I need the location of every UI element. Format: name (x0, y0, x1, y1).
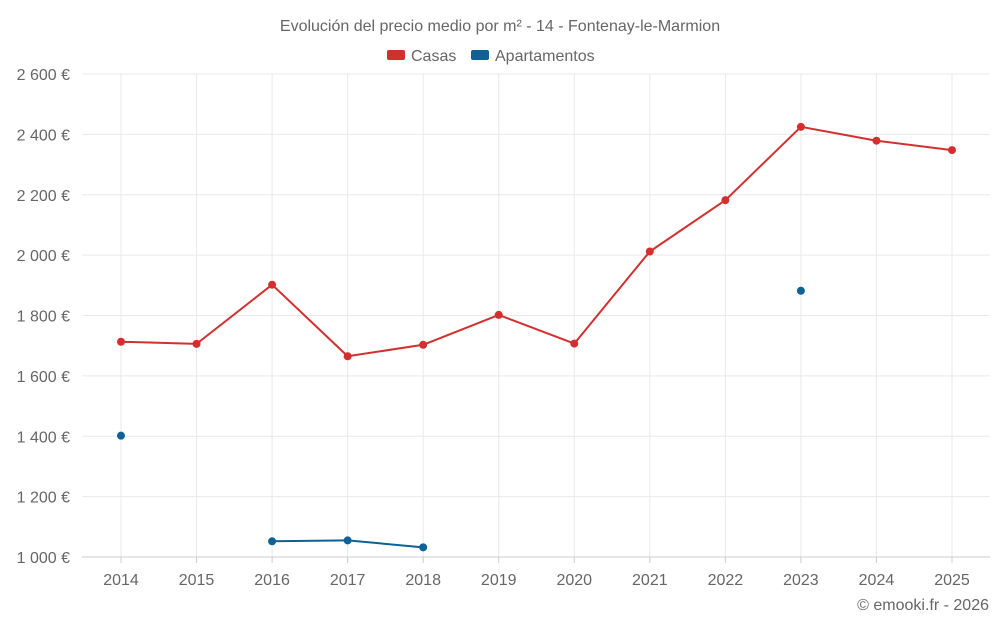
series-line-segment-casas (497, 313, 576, 345)
series-line-segment-casas (271, 283, 349, 358)
series-apartamentos (117, 286, 805, 552)
x-tick-label: 2025 (934, 572, 970, 589)
legend-item-apartamentos[interactable]: Apartamentos (471, 48, 595, 65)
credit-text: © emooki.fr - 2026 (857, 597, 989, 614)
x-tick-label: 2017 (330, 572, 366, 589)
data-point-apartamentos-2023[interactable] (796, 286, 805, 295)
series-line-segment-casas (346, 343, 425, 358)
y-tick-label: 1 000 € (17, 550, 70, 567)
legend-label-apartamentos: Apartamentos (495, 48, 595, 65)
x-tick-label: 2019 (481, 572, 517, 589)
legend-label-casas: Casas (411, 48, 456, 65)
data-point-casas-2024[interactable] (872, 136, 881, 145)
data-point-casas-2017[interactable] (343, 352, 352, 361)
data-point-casas-2020[interactable] (570, 339, 579, 348)
data-point-apartamentos-2017[interactable] (343, 536, 352, 545)
data-point-casas-2019[interactable] (494, 310, 503, 319)
x-tick-label: 2024 (859, 572, 895, 589)
grid (82, 73, 990, 558)
series-layer (117, 122, 956, 552)
series-line-segment-casas (875, 139, 953, 152)
y-tick-label: 2 200 € (17, 188, 70, 205)
data-point-casas-2016[interactable] (268, 280, 277, 289)
series-line-segment-casas (724, 125, 802, 202)
data-point-apartamentos-2016[interactable] (268, 537, 277, 546)
data-point-casas-2023[interactable] (796, 122, 805, 131)
data-point-casas-2022[interactable] (721, 196, 730, 205)
x-tick-label: 2020 (556, 572, 592, 589)
data-point-casas-2015[interactable] (192, 339, 201, 348)
series-line-segment-casas (799, 125, 878, 142)
y-tick-label: 2 400 € (17, 127, 70, 144)
series-line-segment-apartamentos (346, 539, 425, 549)
y-tick-label: 1 200 € (17, 490, 70, 507)
series-line-segment-apartamentos (271, 539, 349, 543)
data-point-apartamentos-2018[interactable] (419, 543, 428, 552)
series-line-segment-casas (573, 250, 651, 345)
x-tick-label: 2015 (179, 572, 215, 589)
y-tick-label: 2 600 € (17, 67, 70, 84)
data-point-casas-2014[interactable] (117, 337, 125, 346)
series-casas (117, 122, 956, 361)
x-tick-label: 2014 (103, 572, 139, 589)
axes: 1 000 € 1 200 € 1 400 € 1 600 € 1 800 € 2 000… (17, 67, 990, 589)
data-point-casas-2021[interactable] (645, 247, 654, 256)
series-line-segment-casas (120, 340, 198, 345)
legend-swatch-casas (387, 50, 405, 60)
series-line-segment-casas (648, 199, 727, 253)
x-tick-label: 2021 (632, 572, 668, 589)
y-tick-label: 1 600 € (17, 369, 70, 386)
data-point-apartamentos-2014[interactable] (117, 431, 125, 440)
data-point-casas-2025[interactable] (948, 146, 956, 155)
x-tick-label: 2018 (405, 572, 441, 589)
y-tick-label: 2 000 € (17, 248, 70, 265)
series-line-segment-casas (195, 283, 274, 345)
x-tick-label: 2016 (254, 572, 290, 589)
legend-item-casas[interactable]: Casas (387, 48, 456, 65)
x-tick-label: 2022 (708, 572, 744, 589)
x-tick-label: 2023 (783, 572, 819, 589)
data-point-casas-2018[interactable] (419, 340, 428, 349)
y-tick-label: 1 800 € (17, 309, 70, 326)
series-line-segment-casas (422, 313, 500, 346)
y-tick-label: 1 400 € (17, 429, 70, 446)
chart-title: Evolución del precio medio por m² - 14 -… (280, 18, 720, 35)
legend-swatch-apartamentos (471, 50, 489, 60)
legend: Casas Apartamentos (387, 48, 595, 65)
